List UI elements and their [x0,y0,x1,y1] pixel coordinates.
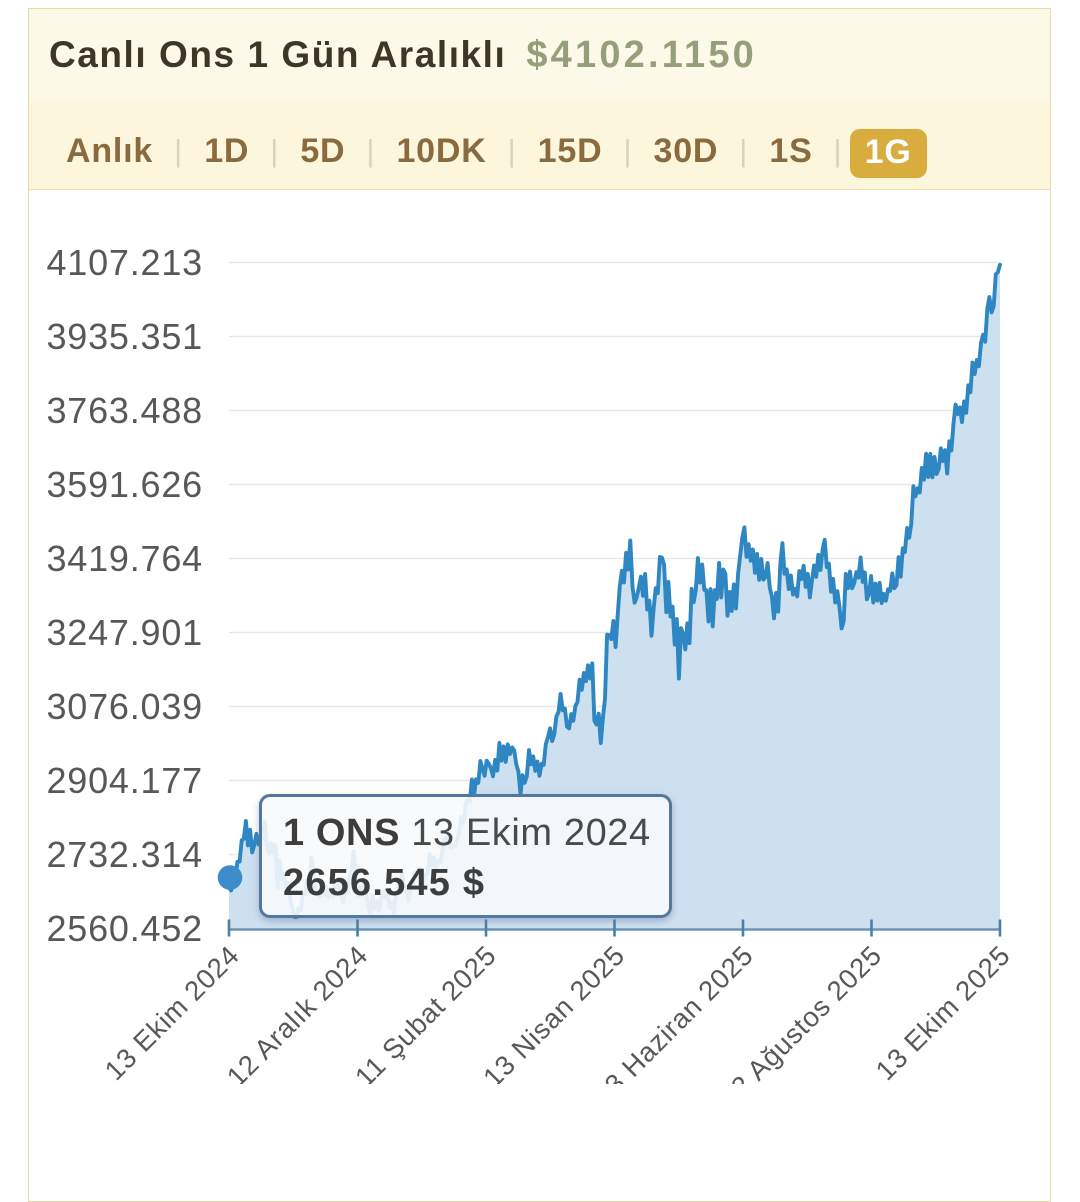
svg-text:13 Ekim 2024: 13 Ekim 2024 [98,939,245,1084]
svg-text:3419.764: 3419.764 [46,538,203,579]
svg-text:3763.488: 3763.488 [46,390,203,431]
svg-text:4107.213: 4107.213 [46,242,203,283]
svg-text:2904.177: 2904.177 [46,760,203,801]
svg-text:3247.901: 3247.901 [46,612,203,653]
svg-text:3076.039: 3076.039 [46,686,203,727]
svg-text:2732.314: 2732.314 [46,834,203,875]
svg-text:2560.452: 2560.452 [46,908,203,949]
svg-text:3935.351: 3935.351 [46,316,203,357]
svg-text:13 Ekim 2025: 13 Ekim 2025 [869,939,1016,1084]
svg-text:3591.626: 3591.626 [46,464,203,505]
